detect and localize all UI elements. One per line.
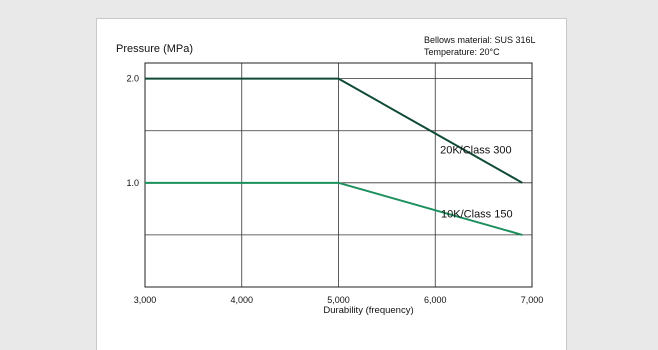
y-tick-label: 2.0 bbox=[126, 74, 139, 84]
y-axis-label: Pressure (MPa) bbox=[116, 43, 193, 55]
y-tick-labels: 1.0 2.0 bbox=[126, 74, 139, 188]
grid bbox=[145, 63, 532, 287]
y-tick-label: 1.0 bbox=[126, 178, 139, 188]
x-tick-label: 4,000 bbox=[230, 295, 253, 305]
x-tick-labels: 3,000 4,000 5,000 6,000 7,000 bbox=[134, 295, 544, 305]
x-tick-label: 7,000 bbox=[521, 295, 544, 305]
x-tick-label: 5,000 bbox=[327, 295, 350, 305]
series-line-20k-class-300 bbox=[145, 77, 523, 184]
chart-panel bbox=[96, 18, 567, 350]
series-line-10k-class-150 bbox=[145, 181, 523, 236]
series-label-10k-class-150: 10K/Class 150 bbox=[441, 209, 513, 221]
x-axis-label: Durability (frequency) bbox=[323, 305, 413, 316]
plot-area-border bbox=[144, 62, 533, 288]
bellows-material-note: Bellows material: SUS 316L bbox=[424, 35, 536, 45]
x-tick-label: 3,000 bbox=[134, 295, 157, 305]
x-tick-label: 6,000 bbox=[424, 295, 447, 305]
series-lines bbox=[145, 77, 523, 236]
series-labels: 20K/Class 300 10K/Class 150 bbox=[440, 145, 513, 221]
series-label-20k-class-300: 20K/Class 300 bbox=[440, 145, 512, 157]
temperature-note: Temperature: 20°C bbox=[424, 47, 500, 57]
labels: Pressure (MPa) Durability (frequency) Be… bbox=[116, 35, 536, 316]
